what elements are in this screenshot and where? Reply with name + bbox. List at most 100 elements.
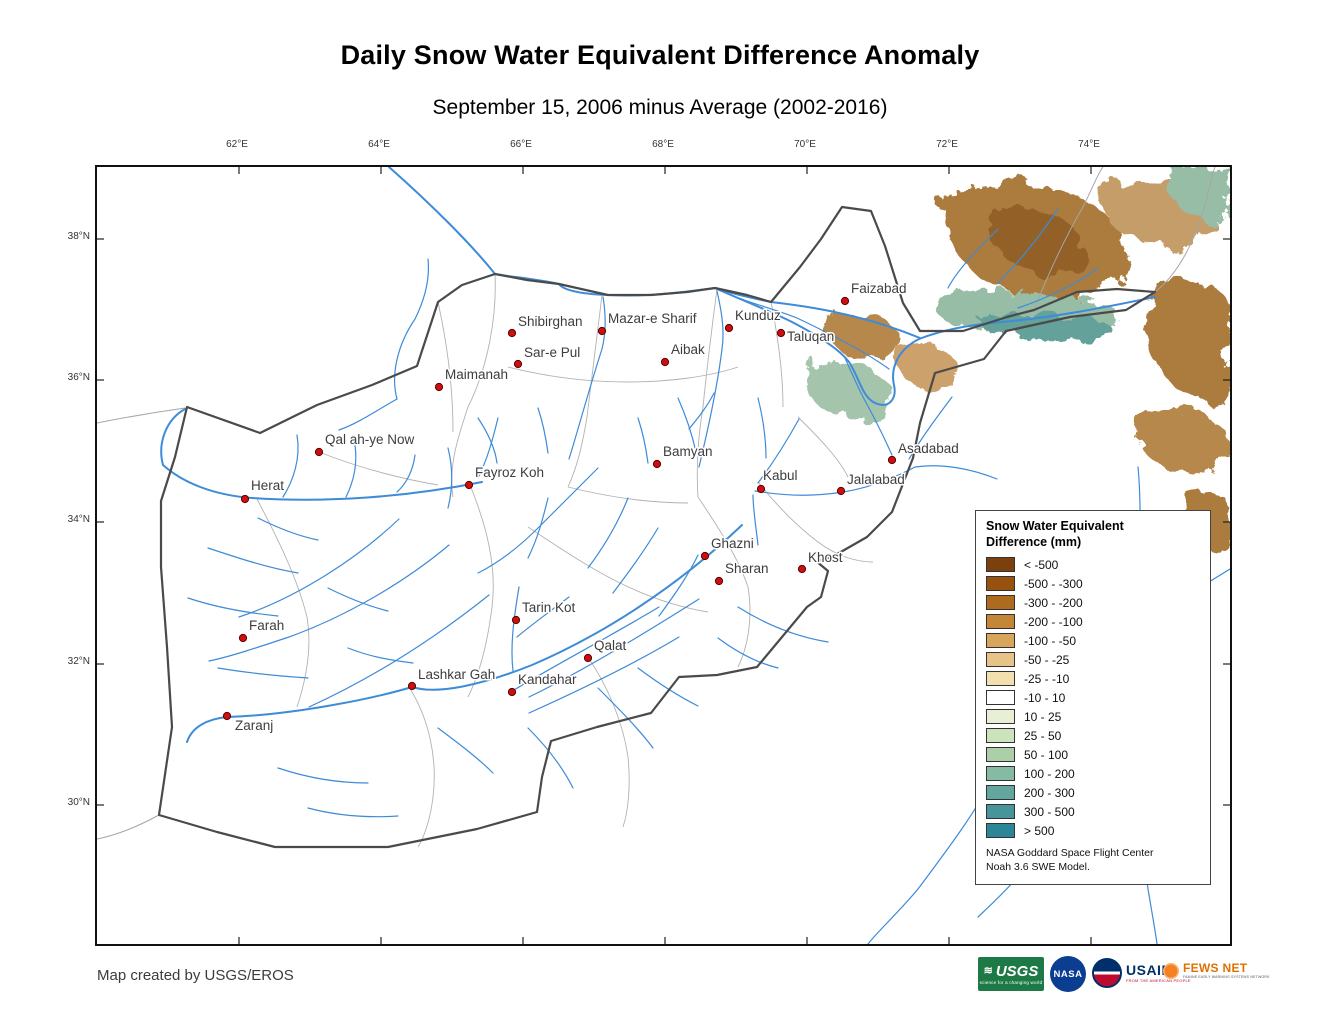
lat-label: 38°N: [67, 231, 90, 242]
legend-item: -25 - -10: [986, 671, 1200, 687]
city-markers: Shibirghan Mazar-e Sharif Kunduz Taluqan Fai…: [222, 280, 960, 735]
usaid-logo: USAID FROM THE AMERICAN PEOPLE: [1092, 958, 1191, 988]
lat-label: 30°N: [67, 797, 90, 808]
legend-swatch: [986, 747, 1015, 763]
legend-label: -100 - -50: [1024, 633, 1077, 648]
city-label-sar-e-pul: Sar-e Pul: [524, 345, 580, 360]
legend-label: 300 - 500: [1024, 804, 1075, 819]
city-dot-sharan: [714, 576, 724, 586]
city-dot-farah: [238, 633, 248, 643]
city-label-faizabad: Faizabad: [851, 281, 907, 296]
map-svg: Shibirghan Mazar-e Sharif Kunduz Taluqan Fai…: [97, 167, 1230, 944]
legend-swatch: [986, 804, 1015, 820]
city-dot-kunduz: [724, 323, 734, 333]
legend-item: -50 - -25: [986, 652, 1200, 668]
legend-label: -50 - -25: [1024, 652, 1070, 667]
legend: Snow Water Equivalent Difference (mm) < …: [975, 510, 1211, 885]
legend-note: NASA Goddard Space Flight Center Noah 3.…: [986, 847, 1200, 874]
city-label-lashkar-gah: Lashkar Gah: [418, 667, 495, 682]
city-dot-aibak: [660, 357, 670, 367]
legend-label: < -500: [1024, 557, 1059, 572]
usaid-logo-label: USAID: [1126, 962, 1173, 978]
legend-items: < -500 -500 - -300 -300 - -200 -200 - -100 -…: [986, 557, 1200, 839]
legend-swatch: [986, 823, 1015, 839]
afghanistan-boundary: [157, 205, 1157, 849]
legend-item: 100 - 200: [986, 766, 1200, 782]
fewsnet-logo-label: FEWS NET: [1183, 961, 1248, 975]
legend-item: 50 - 100: [986, 747, 1200, 763]
city-label-tarin-kot: Tarin Kot: [522, 600, 576, 615]
city-label-kandahar: Kandahar: [518, 672, 577, 687]
legend-label: -500 - -300: [1024, 576, 1083, 591]
legend-item: -300 - -200: [986, 595, 1200, 611]
usgs-logo-text: ≋ USGS: [984, 964, 1039, 979]
city-label-farah: Farah: [249, 618, 284, 633]
legend-swatch: [986, 766, 1015, 782]
city-dot-kabul: [756, 484, 766, 494]
map-title: Daily Snow Water Equivalent Difference A…: [340, 40, 980, 70]
fewsnet-tagline: FAMINE EARLY WARNING SYSTEMS NETWORK: [1183, 975, 1270, 979]
legend-swatch: [986, 557, 1015, 573]
map-subtitle: September 15, 2006 minus Average (2002-2…: [432, 96, 888, 119]
legend-label: -200 - -100: [1024, 614, 1083, 629]
city-dot-lashkar-gah: [407, 681, 417, 691]
nasa-logo: NASA: [1050, 956, 1086, 992]
usgs-logo: ≋ USGS science for a changing world: [978, 957, 1044, 991]
city-dot-bamyan: [652, 459, 662, 469]
usaid-seal-icon: [1092, 958, 1122, 988]
city-dot-kandahar: [507, 687, 517, 697]
city-label-sharan: Sharan: [725, 561, 769, 576]
city-label-qal-ah-ye-now: Qal ah-ye Now: [325, 432, 415, 447]
city-label-maimanah: Maimanah: [445, 367, 508, 382]
legend-item: < -500: [986, 557, 1200, 573]
graticule-ticks: [97, 167, 1230, 944]
legend-item: > 500: [986, 823, 1200, 839]
lon-label: 70°E: [794, 139, 816, 150]
city-label-jalalabad: Jalalabad: [847, 472, 905, 487]
city-label-ghazni: Ghazni: [711, 536, 754, 551]
city-dot-asadabad: [887, 455, 897, 465]
legend-swatch: [986, 595, 1015, 611]
city-label-qalat: Qalat: [594, 638, 627, 653]
legend-label: 200 - 300: [1024, 785, 1075, 800]
legend-item: -200 - -100: [986, 614, 1200, 630]
legend-item: -100 - -50: [986, 633, 1200, 649]
legend-title-line2: Difference (mm): [986, 534, 1082, 549]
city-dot-faizabad: [840, 296, 850, 306]
nasa-logo-label: NASA: [1053, 968, 1083, 980]
legend-label: 10 - 25: [1024, 709, 1062, 724]
legend-label: > 500: [1024, 823, 1055, 838]
legend-swatch: [986, 728, 1015, 744]
neighbor-boundaries: [97, 167, 1216, 840]
legend-label: 50 - 100: [1024, 747, 1069, 762]
legend-label: -25 - -10: [1024, 671, 1070, 686]
legend-label: -300 - -200: [1024, 595, 1083, 610]
city-dot-zaranj: [222, 711, 232, 721]
legend-label: 100 - 200: [1024, 766, 1075, 781]
legend-item: -10 - 10: [986, 690, 1200, 706]
city-label-bamyan: Bamyan: [663, 444, 713, 459]
usgs-tagline: science for a changing world: [979, 979, 1043, 985]
legend-title-line1: Snow Water Equivalent: [986, 519, 1124, 533]
swe-anomaly-terrain: [807, 167, 1230, 550]
city-dot-jalalabad: [836, 486, 846, 496]
legend-swatch: [986, 785, 1015, 801]
fewsnet-logo: FEWS NET FAMINE EARLY WARNING SYSTEMS NE…: [1163, 962, 1270, 980]
lon-label: 64°E: [368, 139, 390, 150]
city-label-mazar-e-sharif: Mazar-e Sharif: [608, 311, 697, 326]
city-dot-herat: [240, 494, 250, 504]
usaid-tagline: FROM THE AMERICAN PEOPLE: [1126, 978, 1191, 983]
city-label-kabul: Kabul: [763, 468, 798, 483]
fewsnet-globe-icon: [1163, 962, 1179, 979]
city-label-herat: Herat: [251, 478, 284, 493]
city-dot-maimanah: [434, 382, 444, 392]
city-label-khost: Khost: [808, 550, 843, 565]
city-dot-shibirghan: [507, 328, 517, 338]
city-dot-fayroz-koh: [464, 480, 474, 490]
legend-label: 25 - 50: [1024, 728, 1062, 743]
city-dot-tarin-kot: [511, 615, 521, 625]
city-dot-sar-e-pul: [513, 359, 523, 369]
city-dot-mazar-e-sharif: [597, 326, 607, 336]
legend-swatch: [986, 614, 1015, 630]
city-label-shibirghan: Shibirghan: [518, 314, 583, 329]
